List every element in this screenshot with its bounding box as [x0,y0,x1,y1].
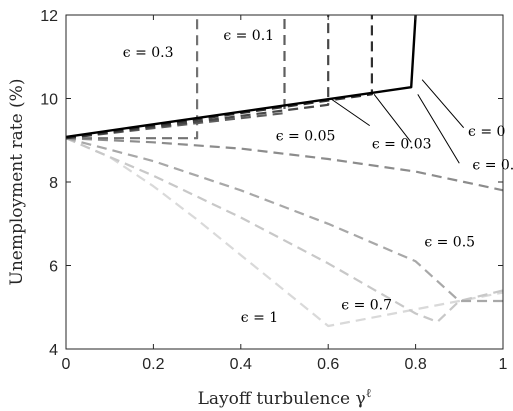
x-axis-label: Layoff turbulence γℓ [198,386,372,409]
series-line-2 [65,137,503,303]
x-tick-label: 0.4 [230,356,252,373]
series-line-0 [65,137,504,328]
series-annotation-1: ϵ = 0.1 [223,28,274,44]
x-tick-label: 1 [499,356,508,373]
annotations: ϵ = 0.3 ϵ = 0.1 ϵ = 0.05 ϵ = 0.03 ϵ = 0 ϵ = 0… [123,28,513,326]
x-tick-label: 0 [62,356,71,373]
series-line-8 [65,14,417,139]
series-annotation-8: ϵ = 1 [241,310,278,326]
series-annotation-5: ϵ = 0.01 [472,157,513,173]
series-annotation-3: ϵ = 0.03 [372,137,432,153]
y-tick-label: 10 [40,92,58,109]
leader-line-3 [417,94,460,164]
x-tick-label: 0.6 [317,356,339,373]
leader-line-2 [421,79,465,129]
series-annotation-0: ϵ = 0.3 [123,45,174,61]
y-tick-label: 6 [49,259,58,276]
leader-line-0 [330,98,370,127]
y-tick-label: 12 [40,8,58,25]
series-line-3 [65,137,504,192]
series-line-7 [65,15,373,140]
plot-frame [65,14,504,350]
series-line-6 [65,15,330,140]
x-axis-label-superscript: ℓ [366,386,372,400]
x-tick-label: 0.8 [404,356,426,373]
series-annotation-6: ϵ = 0.5 [424,235,475,251]
y-axis-label: Unemployment rate (%) [7,79,27,286]
x-tick-label: 0.2 [142,356,164,373]
series-annotation-2: ϵ = 0.05 [276,128,336,144]
series-line-1 [65,137,504,323]
series-annotation-4: ϵ = 0 [468,124,505,140]
x-axis-label-main: Layoff turbulence γ [198,389,366,409]
y-tick-label: 8 [49,175,58,192]
series-line-4 [66,15,199,140]
x-axis: 0 0.2 0.4 0.6 0.8 1 [62,15,508,373]
series-annotation-7: ϵ = 0.7 [341,297,392,313]
leader-lines [330,79,465,164]
y-tick-label: 4 [49,342,58,359]
y-axis: 4 6 8 10 12 [40,8,503,359]
leader-line-1 [373,94,412,143]
series-group [65,14,504,328]
